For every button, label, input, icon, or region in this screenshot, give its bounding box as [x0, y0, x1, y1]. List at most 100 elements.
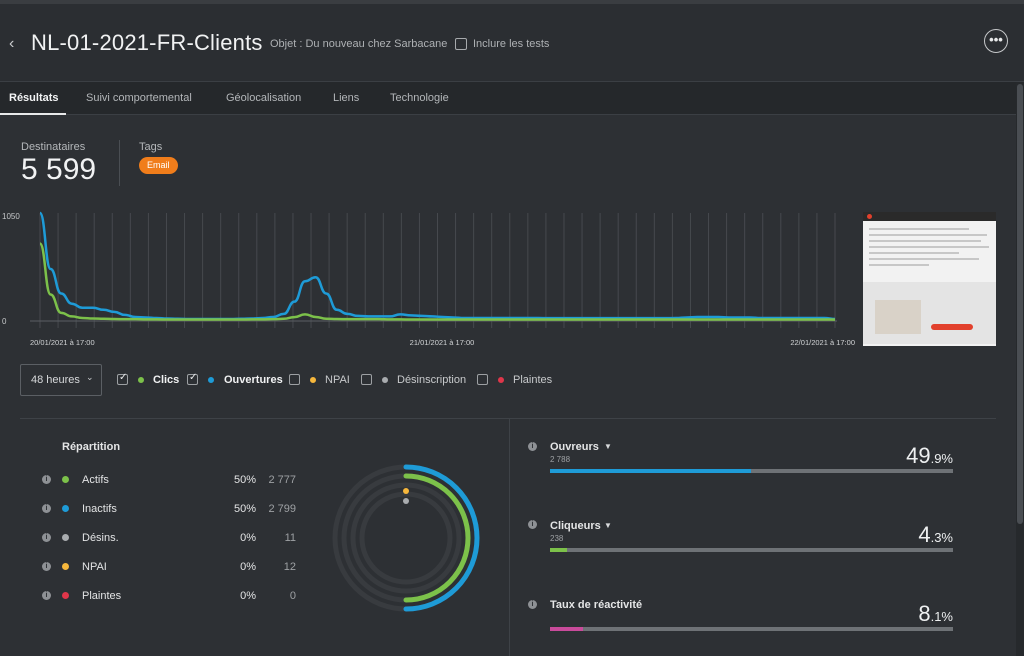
preview-text-line — [869, 240, 981, 242]
tab-resultats[interactable]: Résultats — [9, 92, 59, 104]
legend-label-clics[interactable]: Clics — [153, 374, 180, 386]
donut-track-4 — [359, 491, 453, 585]
section-divider — [20, 418, 996, 419]
donut-dot-npai — [403, 488, 409, 494]
legend-dot-clics — [138, 377, 144, 383]
column-divider — [509, 419, 510, 656]
tab-suivi-comportemental[interactable]: Suivi comportemental — [86, 92, 192, 104]
legend-dot-plaintes — [498, 377, 504, 383]
legend-checkbox-plaintes[interactable] — [477, 374, 488, 385]
x-tick-label: 20/01/2021 à 17:00 — [30, 338, 95, 347]
tab-technologie[interactable]: Technologie — [390, 92, 449, 104]
email-subject: Objet : Du nouveau chez Sarbacane — [270, 38, 448, 50]
scrollbar-thumb[interactable] — [1017, 84, 1023, 524]
info-icon[interactable]: i — [528, 600, 537, 609]
ellipsis-icon[interactable]: ••• — [984, 29, 1008, 53]
preview-header — [863, 212, 996, 221]
tag-badge[interactable]: Email — [139, 157, 178, 174]
progress-ouvreurs — [550, 469, 953, 473]
tags-label: Tags — [139, 141, 163, 153]
progress-reactivite — [550, 627, 953, 631]
chevron-down-icon[interactable]: ▼ — [604, 521, 612, 530]
legend-checkbox-ouvertures[interactable] — [187, 372, 198, 385]
legend-dot-npai — [310, 377, 316, 383]
plaintes-dot — [62, 592, 69, 599]
row-count-plaintes: 0 — [289, 590, 296, 602]
period-select[interactable] — [20, 364, 102, 396]
x-tick-label: 22/01/2021 à 17:00 — [790, 338, 855, 347]
chevron-down-icon[interactable]: ▼ — [604, 442, 612, 451]
series-line-clics — [38, 242, 836, 321]
legend-label-npai[interactable]: NPAI — [325, 374, 350, 386]
legend-label-ouvertures[interactable]: Ouvertures — [224, 374, 283, 386]
y-tick-label: 0 — [2, 317, 7, 326]
legend-dot-ouvertures — [208, 377, 214, 383]
info-icon[interactable]: i — [42, 475, 51, 484]
preview-text-line — [869, 246, 989, 248]
info-icon[interactable]: i — [42, 504, 51, 513]
chevron-left-icon[interactable]: ‹ — [9, 35, 15, 52]
row-label-inactifs: Inactifs — [82, 503, 117, 515]
recipients-label: Destinataires — [21, 141, 86, 153]
row-pct-desins: 0% — [240, 532, 256, 544]
email-preview-thumbnail[interactable] — [863, 212, 996, 346]
info-icon[interactable]: i — [42, 562, 51, 571]
y-tick-label: 1050 — [2, 212, 20, 221]
stat-value-ouvreurs: 49.9% — [906, 443, 953, 468]
stat-label-cliqueurs[interactable]: Cliqueurs — [550, 520, 601, 532]
row-pct-actifs: 50% — [233, 474, 256, 486]
info-icon[interactable]: i — [528, 520, 537, 529]
info-icon[interactable]: i — [528, 442, 537, 451]
info-icon[interactable]: i — [42, 533, 51, 542]
legend-dot-desinscription — [382, 377, 388, 383]
tab-geolocalisation[interactable]: Géolocalisation — [226, 92, 302, 104]
legend-label-plaintes[interactable]: Plaintes — [513, 374, 553, 386]
tab-bar: Résultats Suivi comportemental Géolocali… — [0, 82, 1024, 115]
include-tests-checkbox[interactable] — [455, 38, 467, 50]
include-tests-label[interactable]: Inclure les tests — [473, 38, 550, 50]
desins-dot — [62, 534, 69, 541]
period-select-value[interactable]: 48 heures — [31, 374, 80, 386]
stat-label-ouvreurs[interactable]: Ouvreurs — [550, 441, 599, 453]
row-pct-npai: 0% — [240, 561, 256, 573]
preview-text-line — [869, 258, 979, 260]
page-title: NL-01-2021-FR-Clients — [31, 30, 263, 55]
row-label-actifs: Actifs — [82, 474, 109, 486]
npai-dot — [62, 563, 69, 570]
row-pct-plaintes: 0% — [240, 590, 256, 602]
inactifs-dot — [62, 505, 69, 512]
preview-text-line — [869, 234, 987, 236]
preview-text-line — [869, 264, 929, 266]
progress-cliqueurs — [550, 548, 953, 552]
stat-sub-cliqueurs: 238 — [550, 534, 564, 543]
preview-cta — [931, 324, 973, 330]
chevron-down-icon[interactable]: ⌄ — [86, 372, 94, 382]
stat-value-cliqueurs: 4.3% — [918, 522, 953, 547]
preview-text-line — [869, 228, 969, 230]
donut-arc-inactifs — [403, 464, 480, 612]
legend-label-desinscription[interactable]: Désinscription — [397, 374, 467, 386]
stat-label-reactivite: Taux de réactivité — [550, 599, 643, 611]
actifs-dot — [62, 476, 69, 483]
timeline-chart: 1050 0 20/01/2021 à 17:00 21/01/2021 à 17:0… — [2, 211, 855, 347]
row-count-actifs: 2 777 — [268, 474, 296, 486]
row-label-desins: Désins. — [82, 532, 119, 544]
row-label-plaintes: Plaintes — [82, 590, 122, 602]
legend-checkbox-npai[interactable] — [289, 374, 300, 385]
top-strip — [0, 0, 1024, 4]
donut-arc-actifs — [403, 473, 471, 603]
donut-dot-desins — [403, 498, 409, 504]
info-icon[interactable]: i — [42, 591, 51, 600]
preview-text-line — [869, 252, 959, 254]
sarbacane-logo-icon — [867, 214, 872, 219]
row-label-npai: NPAI — [82, 561, 107, 573]
recipients-value: 5 599 — [21, 153, 97, 186]
legend-checkbox-clics[interactable] — [117, 372, 128, 385]
tab-liens[interactable]: Liens — [333, 92, 360, 104]
header-bar — [0, 0, 1024, 82]
divider — [119, 140, 120, 186]
progress-fill-cliqueurs — [550, 548, 568, 552]
legend-checkbox-desinscription[interactable] — [361, 374, 372, 385]
donut-track-3 — [350, 482, 462, 594]
progress-fill-ouvreurs — [550, 469, 752, 473]
